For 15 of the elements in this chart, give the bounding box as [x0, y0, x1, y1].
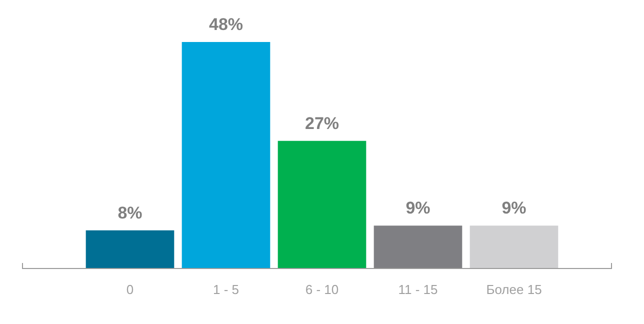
x-tick-label: 0 — [126, 282, 134, 297]
bar — [470, 226, 558, 268]
data-label: 9% — [406, 198, 430, 218]
data-label: 8% — [118, 203, 142, 222]
x-tick-label: 11 - 15 — [398, 282, 438, 297]
data-label: 9% — [502, 198, 526, 218]
bar — [182, 42, 270, 268]
x-tick-label: Более 15 — [486, 282, 542, 297]
data-label: 48% — [208, 15, 244, 34]
x-tick-label: 1 - 5 — [212, 282, 240, 297]
bar — [374, 226, 462, 268]
bar — [86, 230, 174, 268]
data-label: 27% — [304, 114, 340, 133]
x-tick-label: 6 - 10 — [305, 282, 339, 297]
bar — [278, 140, 366, 268]
